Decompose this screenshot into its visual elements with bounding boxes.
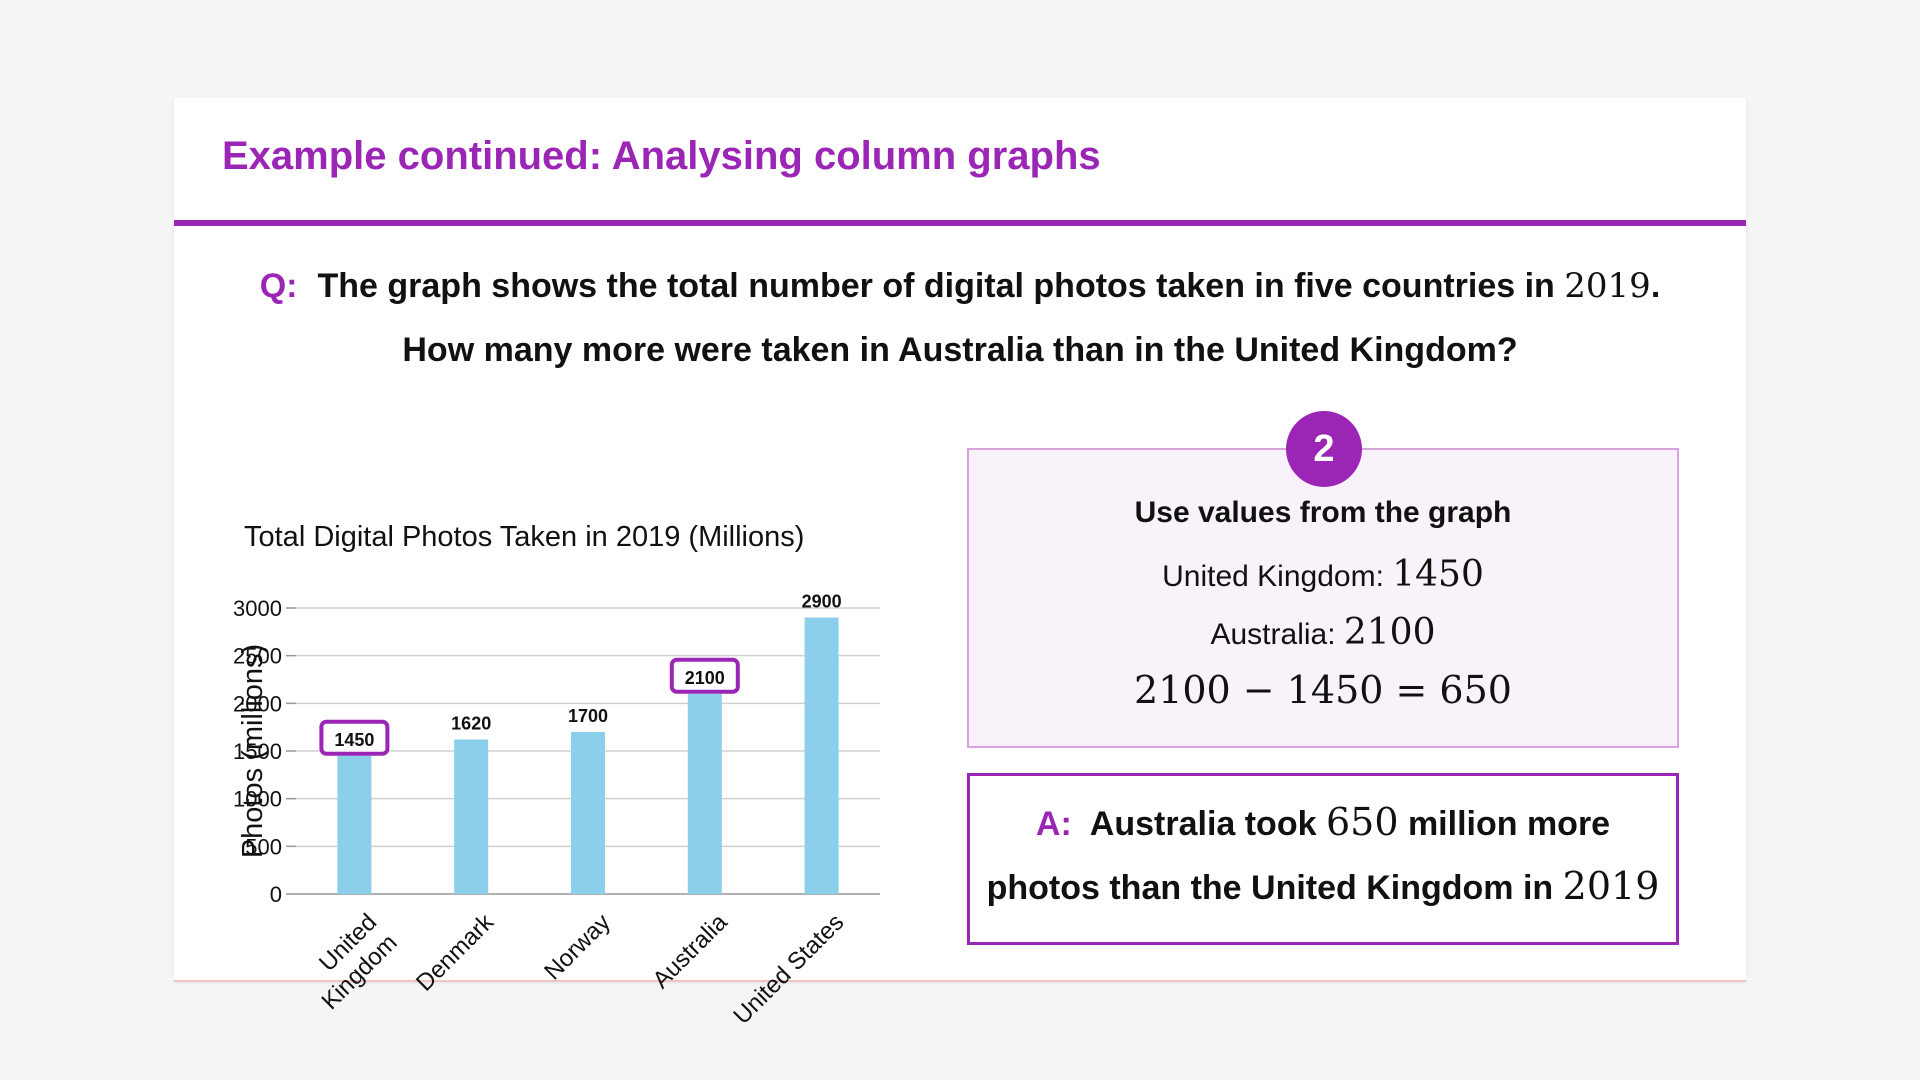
question-year: 2019 <box>1564 266 1651 306</box>
question-line-2: How many more were taken in Australia th… <box>402 331 1518 369</box>
question-block: Q: The graph shows the total number of di… <box>174 254 1746 382</box>
step-box: Use values from the graph United Kingdom… <box>967 448 1679 748</box>
bar <box>687 693 722 894</box>
step-uk-line: United Kingdom: 1450 <box>969 554 1677 595</box>
bar <box>454 739 489 894</box>
data-label: 2100 <box>685 668 725 688</box>
y-tick-label: 1000 <box>233 787 282 812</box>
answer-text-end: million more <box>1407 805 1611 843</box>
answer-box: A: Australia took 650 million more photos… <box>967 773 1679 945</box>
y-tick-label: 3000 <box>233 596 282 621</box>
answer-text-start: Australia took <box>1089 805 1317 843</box>
data-label-highlight-box <box>669 657 740 694</box>
bar <box>571 731 605 894</box>
y-tick-label: 1500 <box>233 739 282 764</box>
question-text: The graph shows the total number of digi… <box>317 267 1555 305</box>
chart-title: Total Digital Photos Taken in 2019 (Mill… <box>244 521 804 553</box>
data-label: 1700 <box>568 706 608 726</box>
answer-value: 650 <box>1325 800 1399 844</box>
x-tick-label-line: Australia <box>648 908 734 994</box>
slide: Example continued: Analysing column grap… <box>174 98 1746 1030</box>
step-au-value: 2100 <box>1343 612 1436 653</box>
answer-label: A: <box>1035 805 1072 843</box>
x-tick-label: Norway <box>539 909 616 986</box>
column-graph: Total Digital Photos Taken in 2019 (Mill… <box>228 416 1074 1056</box>
x-tick-label-line: United States <box>728 909 849 1030</box>
step-number-badge: 2 <box>1286 411 1362 487</box>
x-tick-label: Australia <box>648 908 734 994</box>
x-tick-label-line: Denmark <box>411 908 500 997</box>
data-label: 1620 <box>451 714 491 734</box>
x-tick-label: Denmark <box>411 908 500 997</box>
data-label: 2900 <box>802 592 842 612</box>
y-axis-label: Photos (millions) <box>237 644 269 858</box>
step-equation: 2100 − 1450 = 650 <box>969 668 1677 712</box>
answer-year: 2019 <box>1562 864 1660 908</box>
data-label-highlight-box <box>319 719 390 756</box>
page-title: Example continued: Analysing column grap… <box>222 134 1101 178</box>
data-label: 1450 <box>334 730 374 750</box>
question-period: . <box>1650 267 1661 305</box>
y-tick-label: 2000 <box>233 691 282 716</box>
step-uk-value: 1450 <box>1392 554 1484 595</box>
bar <box>804 617 839 894</box>
x-tick-label-line: Norway <box>539 909 616 986</box>
x-tick-label: United States <box>728 909 849 1030</box>
step-au-label: Australia: <box>1210 618 1344 651</box>
y-tick-label: 0 <box>270 882 282 907</box>
question-label: Q: <box>259 267 298 305</box>
answer-line-1: A: Australia took 650 million more <box>970 800 1676 844</box>
y-tick-label: 500 <box>245 834 282 859</box>
answer-line-2: photos than the United Kingdom in 2019 <box>970 864 1676 908</box>
answer-line2-text: photos than the United Kingdom in <box>986 869 1554 907</box>
bar <box>337 755 372 894</box>
y-tick-label: 2500 <box>233 644 282 669</box>
step-heading: Use values from the graph <box>1134 496 1512 529</box>
question-line-1: Q: The graph shows the total number of di… <box>174 254 1746 318</box>
x-tick-label: UnitedKingdom <box>296 909 402 1015</box>
title-divider <box>174 220 1746 226</box>
step-au-line: Australia: 2100 <box>969 612 1677 653</box>
step-equation-text: 2100 − 1450 = 650 <box>1134 668 1512 712</box>
step-uk-label: United Kingdom: <box>1162 560 1393 593</box>
chart-svg: Total Digital Photos Taken in 2019 (Mill… <box>233 521 880 1030</box>
